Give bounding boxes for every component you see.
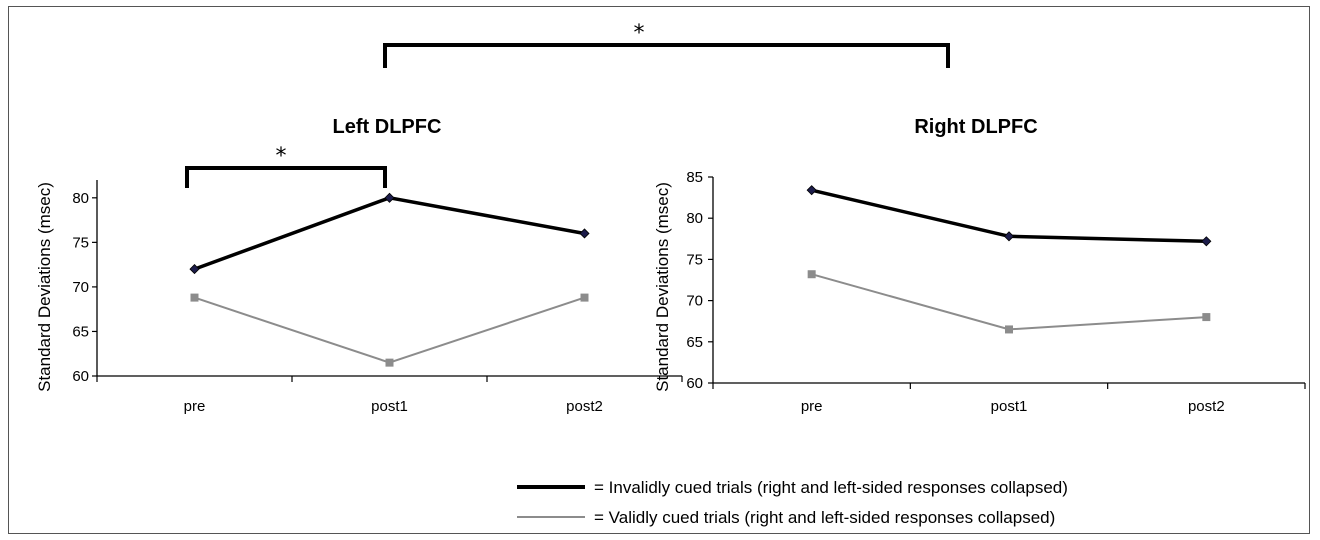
right-point-valid — [1202, 313, 1211, 322]
right-axes: 60 65 70 75 80 85 pre post1 post2 — [686, 169, 1306, 415]
left-point-invalid — [384, 192, 395, 203]
right-point-valid — [807, 270, 816, 279]
right-x-tick-label: pre — [801, 398, 823, 415]
figure-frame — [8, 6, 1310, 534]
right-point-valid — [1005, 325, 1013, 334]
right-panel-title: Right DLPFC — [914, 116, 1037, 138]
right-point-invalid — [1003, 231, 1015, 242]
left-point-valid — [385, 358, 394, 367]
left-panel: Left DLPFC Standard Deviations (msec) 60… — [35, 116, 683, 415]
left-point-valid — [580, 293, 589, 302]
right-y-tick-label: 70 — [686, 293, 703, 310]
left-y-axis-label: Standard Deviations (msec) — [35, 182, 54, 392]
left-point-invalid — [189, 264, 200, 275]
right-point-invalid — [806, 185, 817, 196]
right-x-tick-label: post2 — [1188, 398, 1225, 415]
right-y-tick-label: 80 — [686, 210, 703, 227]
left-x-tick-label: post1 — [371, 398, 408, 415]
right-y-tick-label: 60 — [686, 375, 703, 392]
right-point-invalid — [1201, 236, 1212, 247]
top-significance-star: * — [634, 21, 645, 46]
left-y-tick-label: 75 — [72, 234, 89, 251]
left-x-tick-label: post2 — [566, 398, 603, 415]
left-y-tick-label: 70 — [72, 279, 89, 296]
left-point-invalid — [579, 228, 590, 239]
right-y-axis-label: Standard Deviations (msec) — [653, 182, 672, 392]
left-series-line-invalid — [193, 195, 585, 271]
right-y-tick-label: 65 — [686, 334, 703, 351]
left-axes: 60 65 70 75 80 pre post1 post2 — [72, 180, 683, 415]
left-x-tick-label: pre — [184, 398, 206, 415]
right-y-tick-label: 75 — [686, 251, 703, 268]
left-series-line-valid — [194, 296, 585, 364]
left-panel-title: Left DLPFC — [333, 116, 442, 138]
left-significance-star: * — [276, 144, 287, 169]
left-y-tick-label: 80 — [72, 190, 89, 207]
left-point-valid — [190, 293, 199, 302]
left-plot-area — [189, 192, 590, 367]
legend-label-invalid: = Invalidly cued trials (right and left-… — [594, 478, 1068, 497]
right-plot-area — [806, 185, 1212, 334]
legend-label-valid: = Validly cued trials (right and left-si… — [594, 508, 1055, 527]
right-y-tick-label: 85 — [686, 169, 703, 186]
right-series-line-valid — [811, 273, 1207, 331]
left-y-tick-label: 65 — [72, 323, 89, 340]
left-y-tick-label: 60 — [72, 368, 89, 385]
right-panel: Right DLPFC Standard Deviations (msec) 6… — [653, 116, 1306, 415]
top-significance-bracket: * — [383, 21, 950, 68]
right-x-tick-label: post1 — [991, 398, 1028, 415]
left-significance-bracket: * — [185, 144, 387, 188]
legend: = Invalidly cued trials (right and left-… — [517, 478, 1068, 527]
